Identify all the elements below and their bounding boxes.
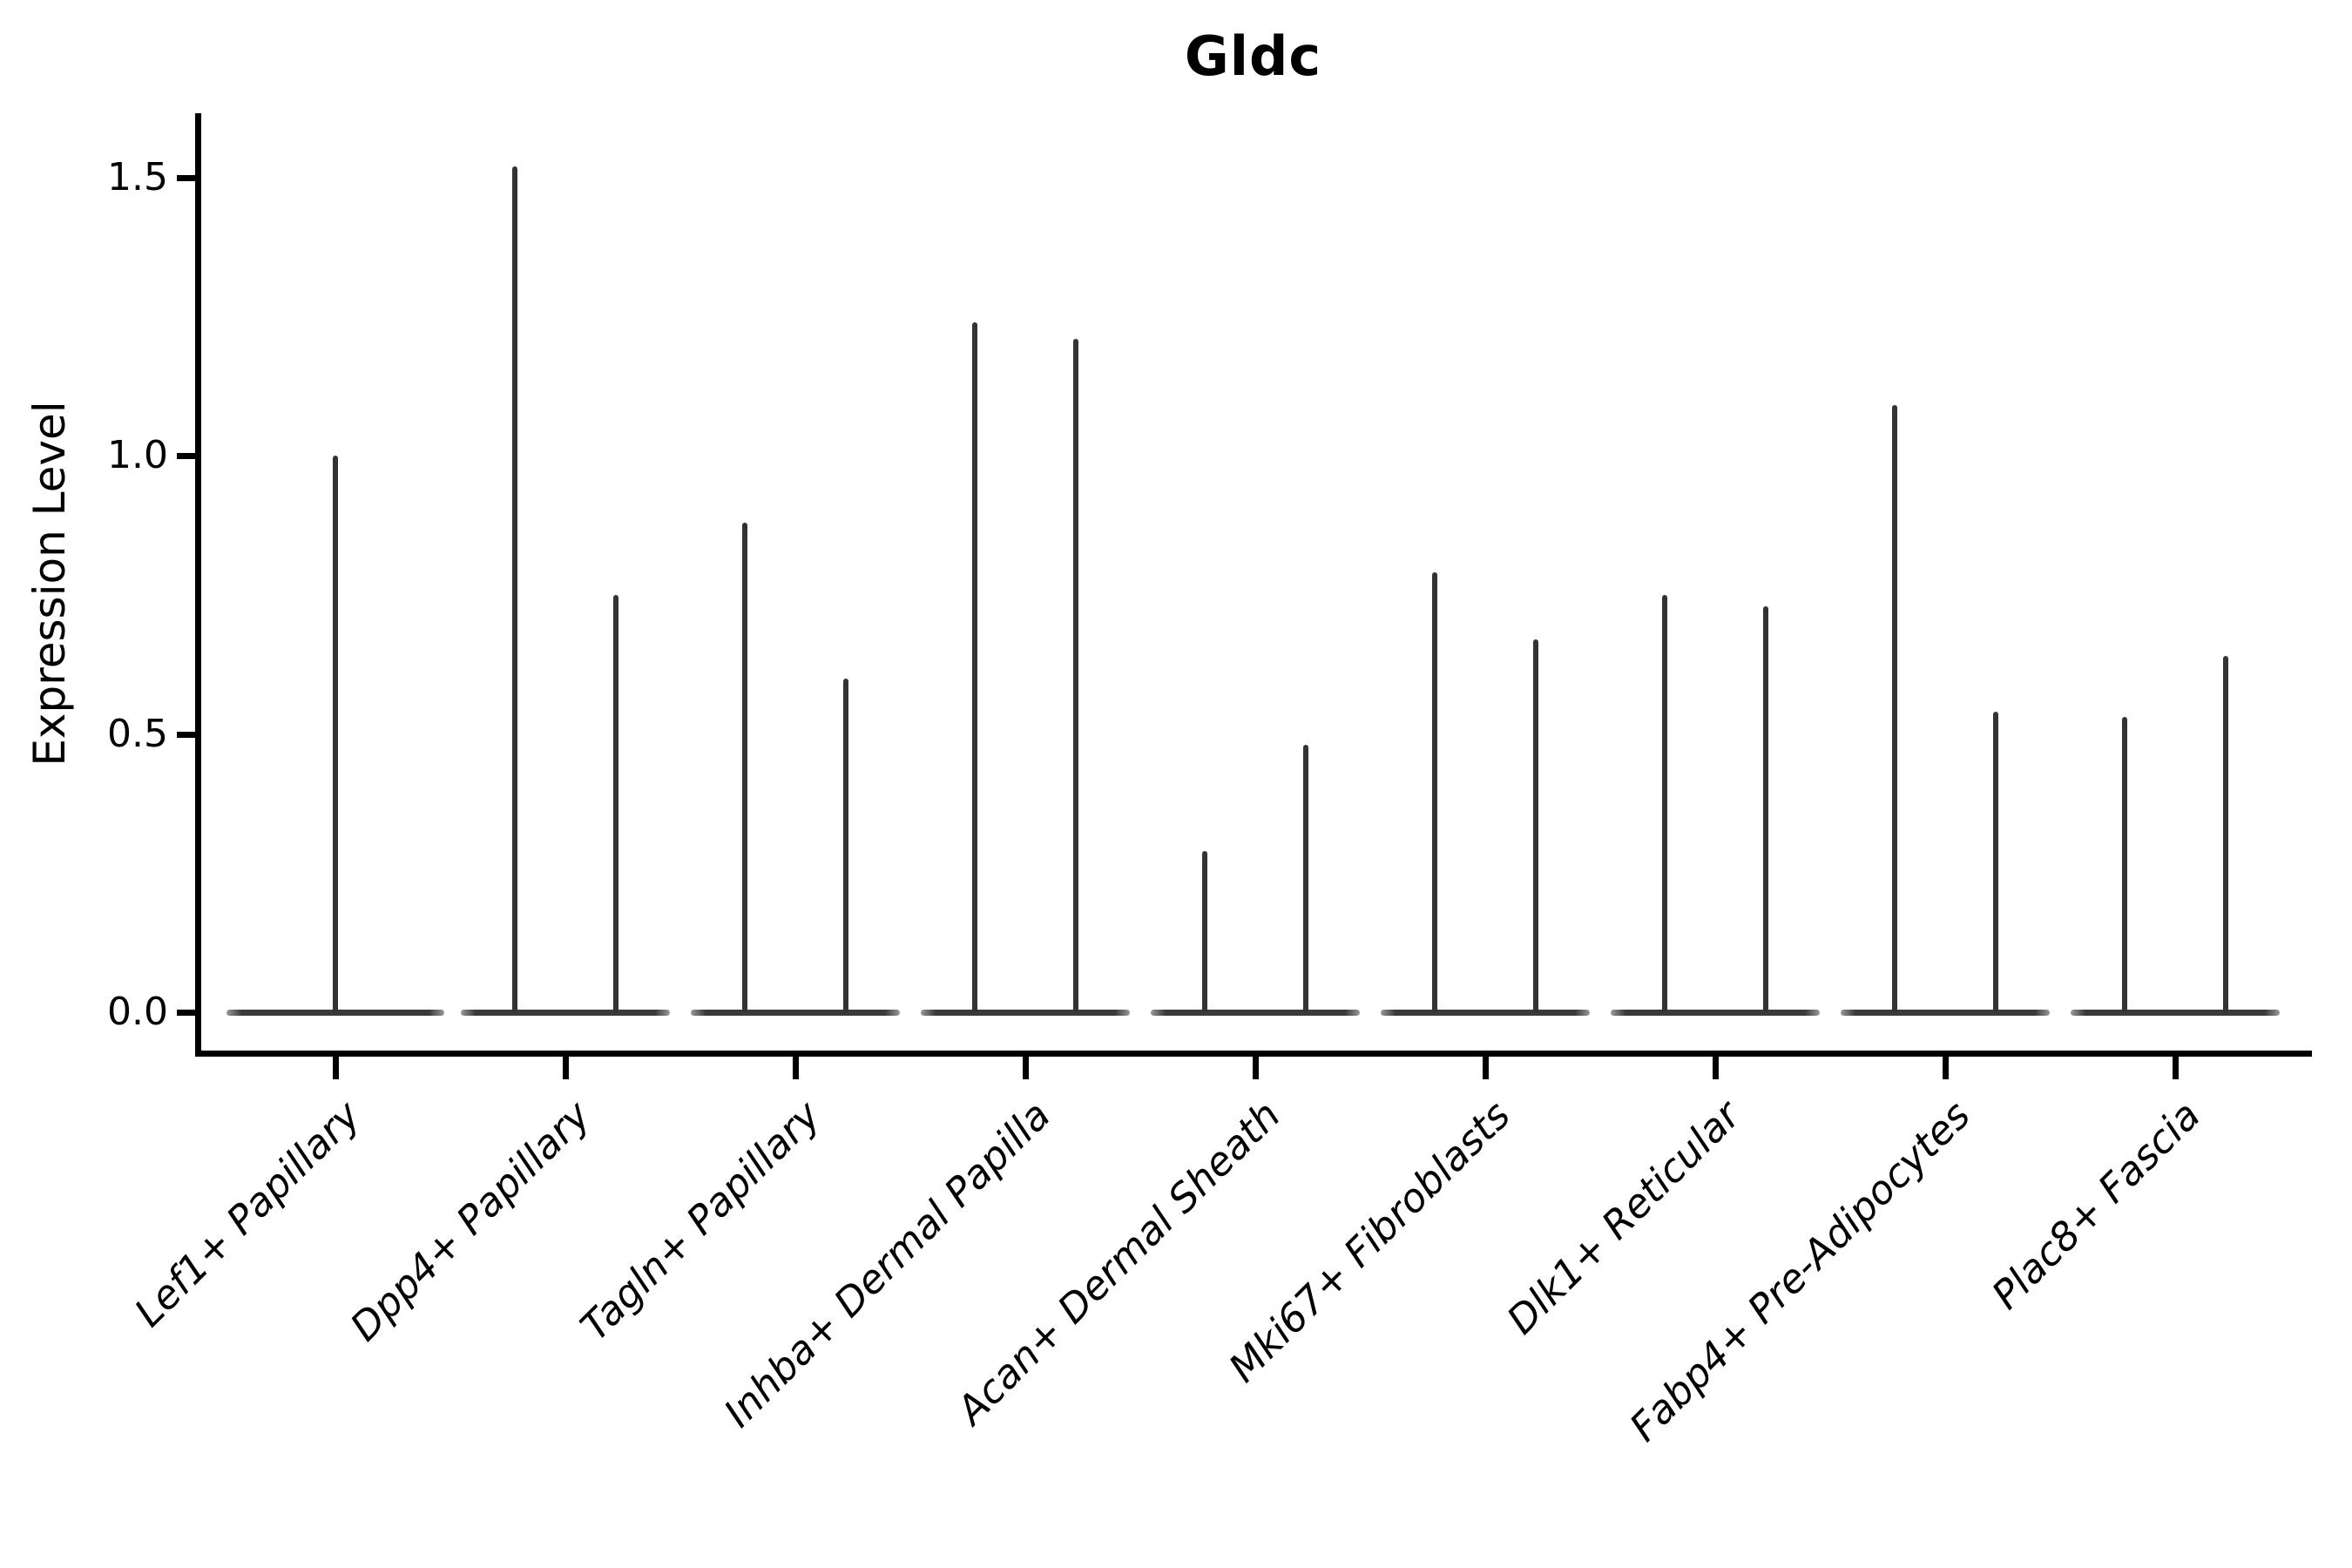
violin-spike — [613, 594, 618, 1012]
violin-baseline — [1841, 1010, 2050, 1016]
violin-spike — [2223, 656, 2228, 1012]
violin-spike — [972, 321, 977, 1012]
y-axis-label: Expression Level — [24, 401, 75, 767]
y-tick-label: 0.0 — [107, 990, 168, 1034]
violin-spike — [512, 166, 517, 1012]
violin-spike — [1303, 745, 1308, 1012]
x-tick-label: Fabp4+ Pre-Adipocytes — [1620, 1092, 1979, 1450]
x-tick-mark — [1713, 1057, 1719, 1079]
y-tick-label: 1.0 — [107, 433, 168, 477]
violin-spike — [1763, 605, 1768, 1012]
x-tick-mark — [1023, 1057, 1029, 1079]
y-tick-label: 1.5 — [107, 154, 168, 199]
chart-title: Gldc — [1184, 24, 1322, 88]
violin-spike — [1892, 405, 1897, 1012]
x-tick-label: Inhba+ Dermal Papilla — [714, 1092, 1059, 1436]
violin-spike — [742, 522, 747, 1012]
y-tick-mark — [177, 453, 198, 459]
violin-baseline — [226, 1010, 444, 1016]
y-tick-mark — [177, 731, 198, 738]
x-tick-label: Dlk1+ Reticular — [1497, 1092, 1749, 1343]
violin-baseline — [1611, 1010, 1820, 1016]
x-tick-mark — [333, 1057, 339, 1079]
x-tick-mark — [2173, 1057, 2179, 1079]
y-axis-spine — [195, 113, 201, 1057]
x-tick-label: Dpp4+ Papillary — [341, 1092, 599, 1350]
violin-spike — [1202, 850, 1207, 1012]
violin-spike — [2122, 717, 2127, 1012]
x-tick-label: Mki67+ Fibroblasts — [1220, 1092, 1519, 1391]
violin-spike — [1662, 594, 1667, 1012]
x-tick-label: Plac8+ Fascia — [1983, 1092, 2209, 1319]
violin-baseline — [2071, 1010, 2280, 1016]
violin-spike — [333, 456, 338, 1012]
x-axis-spine — [195, 1051, 2312, 1057]
x-tick-mark — [1253, 1057, 1259, 1079]
y-tick-mark — [177, 1010, 198, 1016]
y-tick-label: 0.5 — [107, 711, 168, 756]
violin-baseline — [1381, 1010, 1590, 1016]
violin-baseline — [691, 1010, 900, 1016]
x-tick-label: Tagln+ Papillary — [571, 1092, 829, 1350]
violin-baseline — [461, 1010, 670, 1016]
violin-spike — [1432, 572, 1437, 1012]
violin-baseline — [921, 1010, 1130, 1016]
x-tick-mark — [1943, 1057, 1949, 1079]
x-tick-mark — [1483, 1057, 1489, 1079]
violin-spike — [1993, 711, 1998, 1012]
x-tick-label: Acan+ Dermal Sheath — [948, 1092, 1289, 1434]
violin-baseline — [1151, 1010, 1360, 1016]
y-tick-mark — [177, 174, 198, 181]
violin-spike — [1533, 639, 1538, 1012]
x-tick-mark — [563, 1057, 569, 1079]
violin-spike — [1073, 338, 1078, 1012]
violin-spike — [843, 678, 848, 1012]
x-tick-mark — [793, 1057, 799, 1079]
